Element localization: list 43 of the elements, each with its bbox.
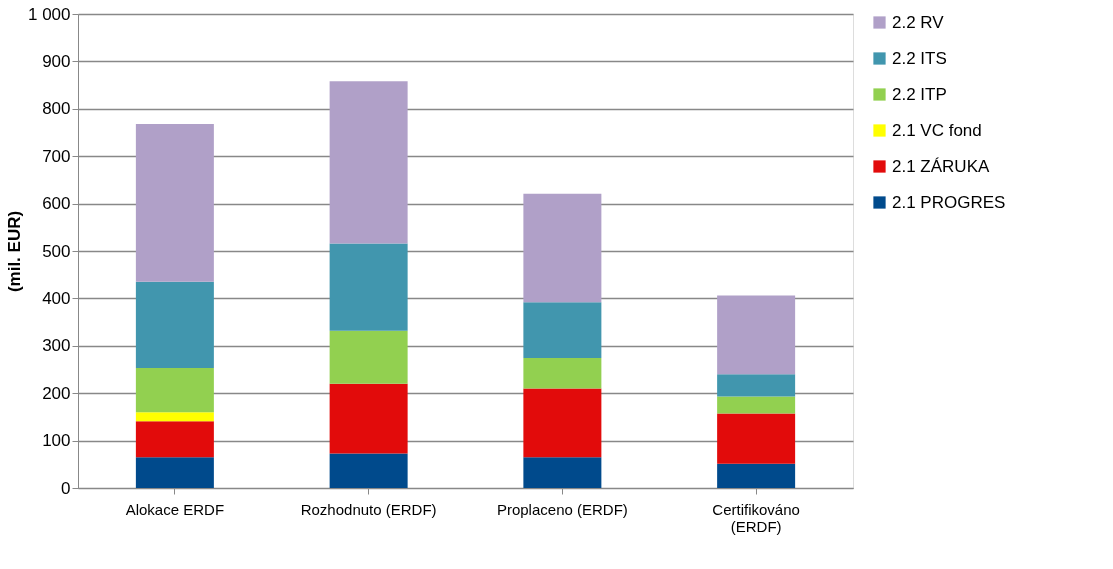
bar <box>717 374 796 397</box>
bar <box>329 243 408 331</box>
y-tick-label: 200 <box>42 383 71 403</box>
bar <box>717 413 796 464</box>
legend-label: 2.1 PROGRES <box>892 192 1006 212</box>
bar <box>523 193 602 303</box>
x-tick-label: Proplaceno (ERDF) <box>496 500 628 518</box>
x-tick-label: Alokace ERDF <box>125 500 225 518</box>
bar <box>523 358 602 389</box>
bar <box>135 457 214 488</box>
bar <box>523 457 602 488</box>
bar <box>329 330 408 384</box>
y-tick-label: 600 <box>42 194 71 214</box>
legend-label: 2.1 ZÁRUKA <box>892 156 990 176</box>
bar <box>329 383 408 454</box>
y-tick-label: 800 <box>42 99 71 119</box>
y-tick-label: 700 <box>42 146 71 166</box>
bar <box>523 302 602 359</box>
legend-label: 2.2 RV <box>892 12 945 32</box>
y-tick-label: 400 <box>42 288 71 308</box>
y-tick-label: 0 <box>61 478 71 498</box>
y-tick-label: 500 <box>42 241 71 261</box>
bar <box>717 463 796 488</box>
x-tick-label: Rozhodnuto (ERDF) <box>300 500 437 518</box>
y-tick-label: 900 <box>42 51 71 71</box>
x-tick-label: Certifikováno (ERDF) <box>712 500 800 535</box>
y-tick-label: 1 000 <box>27 4 71 24</box>
bar <box>135 123 214 282</box>
bar <box>329 453 408 488</box>
bar <box>135 281 214 369</box>
legend-label: 2.2 ITP <box>892 84 947 104</box>
legend-label: 2.1 VC fond <box>892 120 982 140</box>
y-tick-label: 300 <box>42 336 71 356</box>
bar <box>717 295 796 375</box>
legend-label: 2.2 ITS <box>892 48 947 68</box>
bar <box>329 81 408 244</box>
y-tick-label: 100 <box>42 431 71 451</box>
bar <box>135 421 214 458</box>
bar <box>135 412 214 422</box>
bar <box>523 388 602 458</box>
bar <box>717 396 796 414</box>
bar <box>135 368 214 413</box>
y-axis-title: (mil. EUR) <box>4 210 24 293</box>
